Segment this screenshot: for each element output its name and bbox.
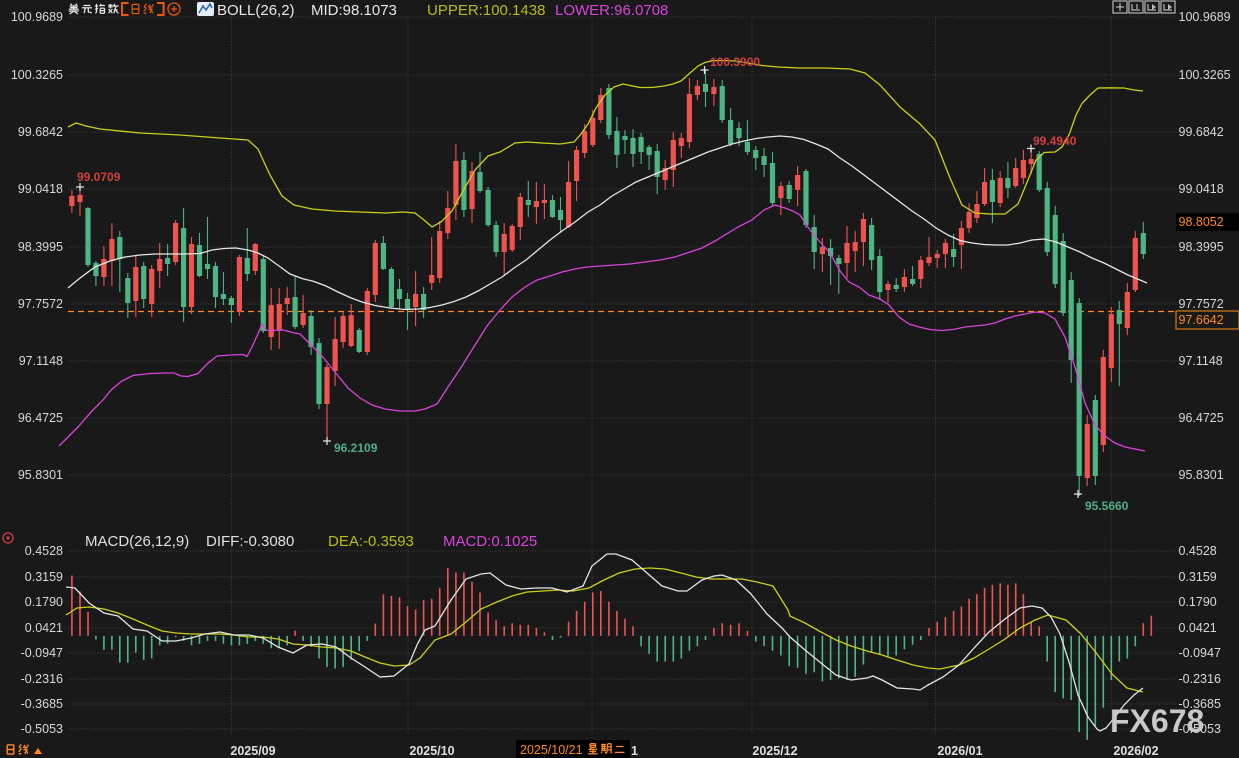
svg-text:100.3900: 100.3900 <box>710 55 760 69</box>
svg-text:100.9689: 100.9689 <box>11 10 63 24</box>
svg-text:97.1148: 97.1148 <box>1179 354 1223 368</box>
svg-text:2025/09: 2025/09 <box>230 744 275 758</box>
svg-text:99.6842: 99.6842 <box>18 125 63 139</box>
svg-text:98.8052: 98.8052 <box>1179 215 1224 229</box>
svg-text:2025/12: 2025/12 <box>752 744 797 758</box>
svg-text:97.7572: 97.7572 <box>18 297 63 311</box>
svg-text:99.0418: 99.0418 <box>18 182 63 196</box>
svg-text:2025/10/21: 2025/10/21 <box>520 743 583 757</box>
svg-text:LOWER:96.0708: LOWER:96.0708 <box>555 2 668 19</box>
svg-text:99.6842: 99.6842 <box>1179 125 1224 139</box>
svg-text:96.4725: 96.4725 <box>1179 411 1224 425</box>
svg-text:100.3265: 100.3265 <box>1179 68 1231 82</box>
svg-text:0.1790: 0.1790 <box>25 595 63 609</box>
svg-text:0.1790: 0.1790 <box>1179 595 1217 609</box>
svg-text:MID:98.1073: MID:98.1073 <box>311 2 397 19</box>
svg-text:96.2109: 96.2109 <box>334 441 378 455</box>
svg-text:-0.2316: -0.2316 <box>21 672 63 686</box>
svg-text:97.6642: 97.6642 <box>1179 313 1224 327</box>
svg-text:2026/01: 2026/01 <box>937 744 982 758</box>
svg-text:-0.2316: -0.2316 <box>1179 672 1221 686</box>
svg-text:MACD:0.1025: MACD:0.1025 <box>443 533 537 550</box>
svg-text:DIFF:-0.3080: DIFF:-0.3080 <box>206 533 294 550</box>
svg-text:99.0418: 99.0418 <box>1179 182 1224 196</box>
svg-text:0.3159: 0.3159 <box>1179 570 1217 584</box>
svg-text:2025/10: 2025/10 <box>409 744 454 758</box>
svg-text:BOLL(26,2): BOLL(26,2) <box>217 2 295 19</box>
svg-text:-0.5053: -0.5053 <box>21 722 63 736</box>
svg-text:-0.5053: -0.5053 <box>1179 722 1221 736</box>
svg-text:95.5660: 95.5660 <box>1085 499 1129 513</box>
svg-text:-0.3685: -0.3685 <box>1179 697 1221 711</box>
svg-text:100.3265: 100.3265 <box>11 68 63 82</box>
svg-text:95.8301: 95.8301 <box>1179 468 1224 482</box>
svg-text:0.4528: 0.4528 <box>1179 544 1217 558</box>
svg-text:FX678: FX678 <box>1110 703 1204 739</box>
svg-text:99.4940: 99.4940 <box>1033 134 1077 148</box>
svg-text:0.4528: 0.4528 <box>25 544 63 558</box>
svg-text:97.7572: 97.7572 <box>1179 297 1224 311</box>
svg-text:97.1148: 97.1148 <box>19 354 63 368</box>
svg-text:-0.0947: -0.0947 <box>1179 646 1221 660</box>
svg-text:1: 1 <box>631 744 638 758</box>
svg-text:MACD(26,12,9): MACD(26,12,9) <box>85 533 189 550</box>
svg-text:-0.3685: -0.3685 <box>21 697 63 711</box>
svg-text:DEA:-0.3593: DEA:-0.3593 <box>328 533 414 550</box>
svg-text:98.3995: 98.3995 <box>1179 240 1224 254</box>
svg-text:98.3995: 98.3995 <box>18 240 63 254</box>
svg-text:0.3159: 0.3159 <box>25 570 63 584</box>
svg-text:UPPER:100.1438: UPPER:100.1438 <box>427 2 545 19</box>
svg-text:-0.0947: -0.0947 <box>21 646 63 660</box>
svg-text:0.0421: 0.0421 <box>1179 621 1217 635</box>
svg-text:95.8301: 95.8301 <box>18 468 63 482</box>
svg-text:100.9689: 100.9689 <box>1179 10 1231 24</box>
svg-text:99.0709: 99.0709 <box>77 170 121 184</box>
svg-text:96.4725: 96.4725 <box>18 411 63 425</box>
svg-text:0.0421: 0.0421 <box>25 621 63 635</box>
svg-text:2026/02: 2026/02 <box>1113 744 1158 758</box>
